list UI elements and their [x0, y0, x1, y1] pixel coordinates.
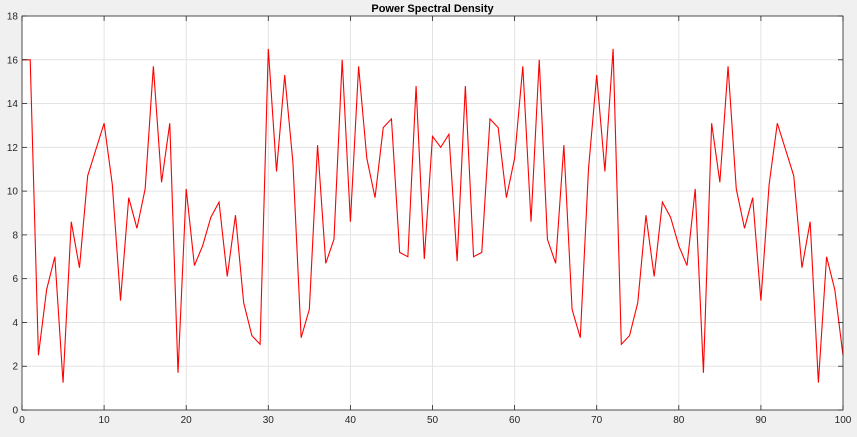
- y-tick-label: 12: [7, 143, 19, 154]
- x-tick-label: 60: [509, 415, 521, 426]
- x-tick-label: 90: [755, 415, 767, 426]
- y-tick-label: 8: [12, 230, 18, 241]
- x-tick-label: 0: [19, 415, 25, 426]
- x-tick-label: 20: [181, 415, 193, 426]
- y-tick-label: 16: [7, 55, 19, 66]
- x-tick-label: 80: [673, 415, 685, 426]
- x-tick-label: 10: [99, 415, 111, 426]
- tick-labels: 0 10 20 30 40 50 60 70 80 90 100 0 2 4 6 8 10 12 14 16 18: [7, 12, 852, 427]
- y-tick-label: 2: [12, 362, 18, 373]
- chart-title: Power Spectral Density: [371, 3, 494, 15]
- axis-ticks: [21, 15, 844, 411]
- x-tick-label: 70: [591, 415, 603, 426]
- x-tick-label: 100: [835, 415, 852, 426]
- y-tick-label: 4: [12, 318, 18, 329]
- x-tick-label: 50: [427, 415, 439, 426]
- y-tick-label: 0: [12, 406, 18, 417]
- y-tick-label: 10: [7, 187, 19, 198]
- y-tick-label: 6: [12, 274, 18, 285]
- y-tick-label: 14: [7, 99, 19, 110]
- psd-series-line: [22, 48, 844, 383]
- x-tick-label: 40: [345, 415, 357, 426]
- x-tick-label: 30: [263, 415, 275, 426]
- y-tick-label: 18: [7, 12, 19, 23]
